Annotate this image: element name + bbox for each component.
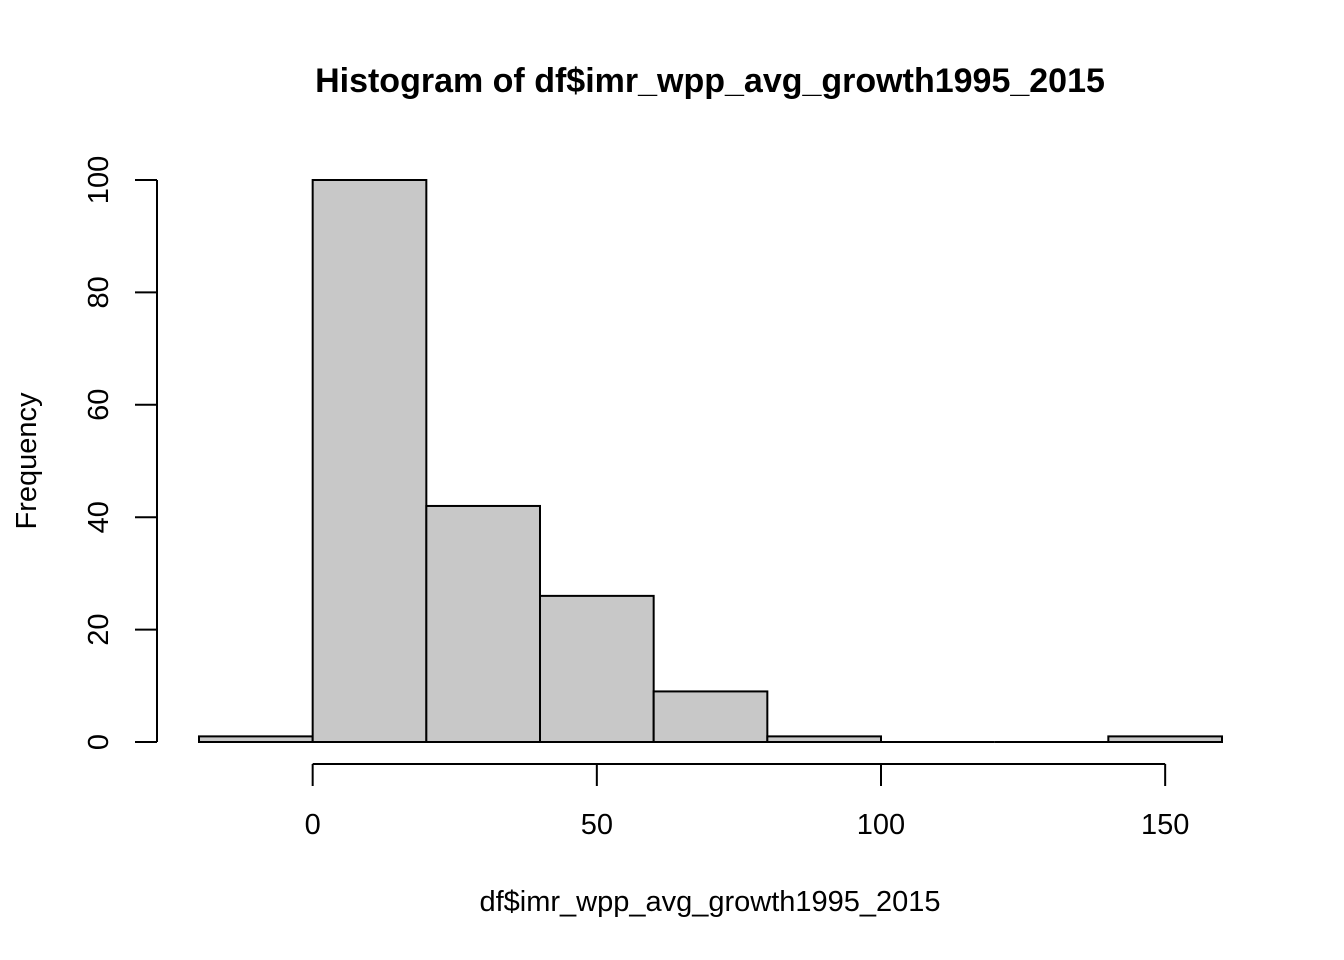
y-tick-label: 20 <box>83 613 115 645</box>
histogram-bar <box>652 690 769 743</box>
y-axis-label: Frequency <box>11 392 43 530</box>
x-tick-label: 100 <box>857 809 905 841</box>
x-axis-label: df$imr_wpp_avg_growth1995_2015 <box>479 886 940 918</box>
y-tick-label: 100 <box>83 156 115 204</box>
bars-group <box>198 179 1224 744</box>
histogram-bar <box>425 504 542 743</box>
x-ticks: 0 50 100 150 <box>305 764 1189 841</box>
histogram-bar <box>1107 735 1224 744</box>
histogram-bar <box>311 179 428 743</box>
y-tick-label: 80 <box>83 276 115 308</box>
y-axis: 0 20 40 60 80 100 <box>83 156 158 750</box>
histogram-bar <box>766 735 882 744</box>
y-tick-label: 0 <box>83 734 115 750</box>
histogram-bar <box>539 594 655 743</box>
y-tick-label: 60 <box>83 389 115 421</box>
chart-title: Histogram of df$imr_wpp_avg_growth1995_2… <box>315 62 1105 100</box>
x-tick-label: 150 <box>1141 809 1189 841</box>
y-ticks: 0 20 40 60 80 100 <box>83 156 157 750</box>
x-tick-label: 50 <box>581 809 613 841</box>
histogram-bar <box>198 735 314 744</box>
x-axis: 0 50 100 150 <box>305 763 1189 841</box>
y-tick-label: 40 <box>83 501 115 533</box>
x-tick-label: 0 <box>305 809 321 841</box>
